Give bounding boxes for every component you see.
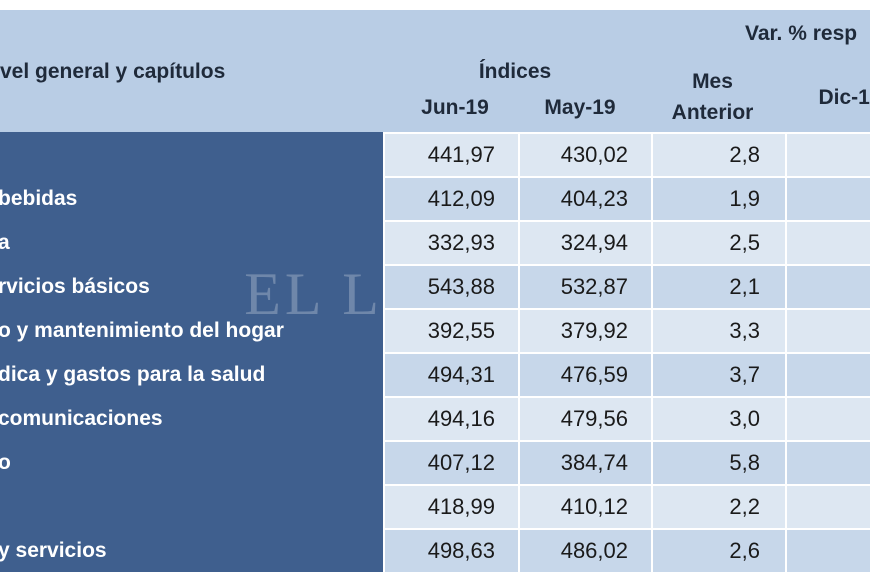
cell: [385, 530, 518, 572]
cell: [520, 398, 651, 440]
cell: [520, 222, 651, 264]
cell-value: 410,12: [560, 494, 628, 519]
cell-value: 441,97: [427, 142, 495, 167]
cell: [653, 354, 785, 396]
cell: [653, 310, 785, 352]
cell-value: 22: [785, 310, 870, 352]
column-header: Jun-19: [421, 96, 489, 119]
cell-value: 19: [785, 486, 870, 528]
cell-value: 5,8: [729, 450, 760, 475]
cell: [787, 222, 870, 264]
cell: [787, 310, 870, 352]
cell: [520, 310, 651, 352]
cell-value: 19: [785, 530, 870, 572]
cell: [653, 222, 785, 264]
cell-value: 498,63: [427, 538, 495, 563]
cell: [520, 354, 651, 396]
cell-value: 22: [785, 354, 870, 396]
cell-value: 26: [785, 266, 870, 308]
cell-value: 494,16: [427, 406, 495, 431]
cell-value: 476,59: [560, 362, 628, 387]
row-label: bebidas: [0, 187, 78, 210]
cell: [520, 134, 651, 176]
cell: [787, 134, 870, 176]
cell-value: 494,31: [427, 362, 495, 387]
cell: [385, 398, 518, 440]
cell: [385, 442, 518, 484]
cell-value: 418,99: [427, 494, 495, 519]
cell: [520, 442, 651, 484]
cell-value: 3,3: [729, 318, 760, 343]
cell: [520, 486, 651, 528]
cell: [520, 530, 651, 572]
cell-value: 2,2: [729, 494, 760, 519]
cell-value: 532,87: [560, 274, 628, 299]
cell-value: 379,92: [560, 318, 628, 343]
cell-value: 2,8: [729, 142, 760, 167]
row-label: a: [0, 231, 10, 254]
cell: [653, 486, 785, 528]
cell-value: 23: [785, 178, 870, 220]
cell-value: 20: [785, 442, 870, 484]
cell: [787, 442, 870, 484]
cell: [653, 178, 785, 220]
row-label: rvicios básicos: [0, 275, 150, 298]
cell-value: 407,12: [427, 450, 495, 475]
cell: [787, 178, 870, 220]
row-label: y servicios: [0, 539, 107, 562]
cell-value: 479,56: [560, 406, 628, 431]
cell-value: 21: [785, 222, 870, 264]
cell: [385, 222, 518, 264]
cell: [787, 266, 870, 308]
cell-value: 21: [785, 398, 870, 440]
cell-value: 384,74: [560, 450, 628, 475]
header-title: vel general y capítulos: [0, 60, 226, 83]
cell: [385, 266, 518, 308]
cell: [385, 310, 518, 352]
cell-value: 543,88: [427, 274, 495, 299]
cell: [520, 266, 651, 308]
cell-value: 324,94: [560, 230, 628, 255]
header-group: Índices: [478, 60, 552, 83]
cell-value: 430,02: [560, 142, 628, 167]
cell-value: 3,7: [729, 362, 760, 387]
header-variation: Var. % resp: [745, 22, 858, 45]
cell: [653, 530, 785, 572]
row-label: o y mantenimiento del hogar: [0, 319, 284, 342]
row-label: dica y gastos para la salud: [0, 363, 266, 386]
cell: [520, 178, 651, 220]
row-label: comunicaciones: [0, 407, 163, 430]
header-band: [0, 10, 870, 132]
row-label: o: [0, 451, 11, 474]
cell-value: 22: [785, 134, 870, 176]
column-header: Dic-18: [818, 86, 870, 109]
cell-value: 3,0: [729, 406, 760, 431]
cell: [385, 178, 518, 220]
cell: [787, 486, 870, 528]
column-header: Mes Anterior: [671, 70, 754, 124]
cell-value: 412,09: [427, 186, 495, 211]
cell: [787, 354, 870, 396]
cell-value: 392,55: [427, 318, 495, 343]
cell-value: 2,5: [729, 230, 760, 255]
cell-value: 332,93: [427, 230, 495, 255]
cell-value: 1,9: [729, 186, 760, 211]
label-column: [0, 132, 383, 572]
cell-value: 2,1: [729, 274, 760, 299]
cell: [385, 134, 518, 176]
cell: [787, 530, 870, 572]
cell-value: 486,02: [560, 538, 628, 563]
cell: [787, 398, 870, 440]
cell: [385, 354, 518, 396]
cell: [653, 134, 785, 176]
cell-value: 404,23: [560, 186, 628, 211]
cell: [653, 398, 785, 440]
cell: [653, 266, 785, 308]
cell-value: 2,6: [729, 538, 760, 563]
column-header: May-19: [544, 96, 616, 119]
cell: [385, 486, 518, 528]
cell: [653, 442, 785, 484]
